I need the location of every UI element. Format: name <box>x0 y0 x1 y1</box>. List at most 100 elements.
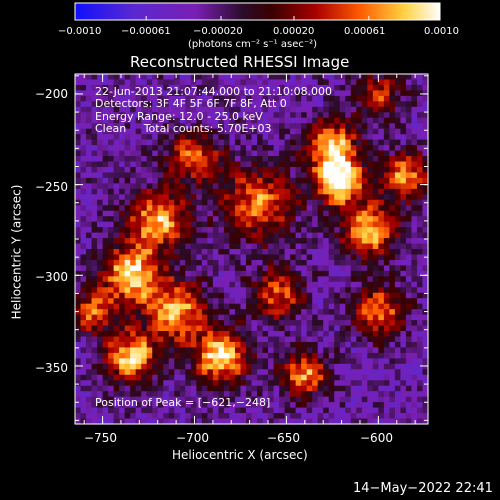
heatmap-cell <box>378 117 385 124</box>
heatmap-cell <box>405 341 413 349</box>
heatmap-cell <box>422 101 429 108</box>
heatmap-cell <box>389 95 396 102</box>
heatmap-cell <box>201 183 208 190</box>
heatmap-cell <box>218 413 225 420</box>
heatmap-cell <box>80 298 87 305</box>
heatmap-cell <box>295 150 302 157</box>
heatmap-cell <box>218 238 225 245</box>
heatmap-cell <box>163 396 170 403</box>
heatmap-cell <box>75 347 82 354</box>
heatmap-cell <box>102 199 109 206</box>
heatmap-cell <box>389 134 396 141</box>
heatmap-cell <box>339 183 346 190</box>
heatmap-cell <box>405 363 413 370</box>
heatmap-cell <box>218 249 225 256</box>
heatmap-cell <box>284 331 291 338</box>
heatmap-cell <box>108 188 115 195</box>
heatmap-cell <box>394 188 402 195</box>
heatmap-cell <box>411 413 418 420</box>
heatmap-cell <box>339 396 346 403</box>
heatmap-cell <box>174 90 181 97</box>
heatmap-cell <box>152 287 159 294</box>
x-tick-label: −700 <box>176 431 209 445</box>
heatmap-cell <box>262 320 269 327</box>
heatmap-cell <box>295 254 302 261</box>
heatmap-cell <box>86 320 93 327</box>
heatmap-cell <box>350 303 357 310</box>
heatmap-cell <box>102 210 109 217</box>
heatmap-cell <box>174 134 181 141</box>
heatmap-cell <box>196 380 203 387</box>
heatmap-cell <box>279 232 286 239</box>
heatmap-cell <box>146 325 153 332</box>
heatmap-cell <box>113 161 120 168</box>
heatmap-cell <box>86 221 93 228</box>
heatmap-cell <box>102 265 109 272</box>
heatmap-cell <box>405 90 413 97</box>
heatmap-cell <box>135 402 142 409</box>
heatmap-cell <box>350 74 357 81</box>
heatmap-cell <box>372 139 379 146</box>
heatmap-cell <box>223 320 231 327</box>
heatmap-cell <box>91 117 98 124</box>
heatmap-cell <box>367 396 374 403</box>
heatmap-cell <box>146 385 153 392</box>
heatmap-cell <box>383 161 390 168</box>
heatmap-cell <box>113 232 120 239</box>
heatmap-cell <box>394 139 402 146</box>
heatmap-cell <box>367 374 374 381</box>
heatmap-cell <box>251 391 258 398</box>
heatmap-cell <box>328 128 335 135</box>
heatmap-cell <box>102 352 109 359</box>
heatmap-cell <box>212 79 220 86</box>
heatmap-cell <box>422 385 429 392</box>
heatmap-cell <box>130 232 137 239</box>
heatmap-cell <box>146 363 153 370</box>
heatmap-cell <box>273 369 280 376</box>
heatmap-cell <box>185 287 192 294</box>
heatmap-cell <box>163 363 170 370</box>
heatmap-cell <box>356 249 363 256</box>
heatmap-cell <box>422 363 429 370</box>
heatmap-cell <box>207 227 214 234</box>
heatmap-cell <box>290 205 297 212</box>
heatmap-cell <box>174 183 181 190</box>
heatmap-cell <box>135 363 142 370</box>
heatmap-cell <box>361 194 368 201</box>
heatmap-cell <box>295 385 302 392</box>
heatmap-cell <box>416 374 424 381</box>
heatmap-cell <box>317 303 324 310</box>
heatmap-cell <box>179 276 186 283</box>
heatmap-cell <box>174 265 181 272</box>
heatmap-cell <box>378 314 385 321</box>
heatmap-cell <box>383 276 390 283</box>
heatmap-cell <box>124 254 131 261</box>
heatmap-cell <box>284 249 291 256</box>
heatmap-cell <box>383 270 390 277</box>
heatmap-cell <box>179 106 186 113</box>
heatmap-cell <box>240 325 247 332</box>
heatmap-cell <box>383 369 390 376</box>
heatmap-cell <box>422 265 429 272</box>
heatmap-cell <box>306 232 313 239</box>
heatmap-cell <box>130 374 137 381</box>
heatmap-cell <box>179 216 186 223</box>
heatmap-cell <box>268 325 275 332</box>
heatmap-cell <box>405 194 413 201</box>
heatmap-cell <box>212 325 220 332</box>
heatmap-cell <box>201 156 208 163</box>
heatmap-cell <box>405 84 413 92</box>
heatmap-cell <box>394 227 402 234</box>
heatmap-cell <box>262 128 269 135</box>
colorbar-ticks <box>74 16 441 20</box>
heatmap-cell <box>185 134 192 141</box>
heatmap-cell <box>328 177 335 184</box>
heatmap-cell <box>190 117 197 124</box>
heatmap-cell <box>323 418 330 425</box>
heatmap-cell <box>146 352 153 359</box>
heatmap-cell <box>301 303 308 310</box>
heatmap-cell <box>108 156 115 163</box>
heatmap-cell <box>301 374 308 381</box>
heatmap-cell <box>334 172 341 179</box>
heatmap-cell <box>163 292 170 299</box>
